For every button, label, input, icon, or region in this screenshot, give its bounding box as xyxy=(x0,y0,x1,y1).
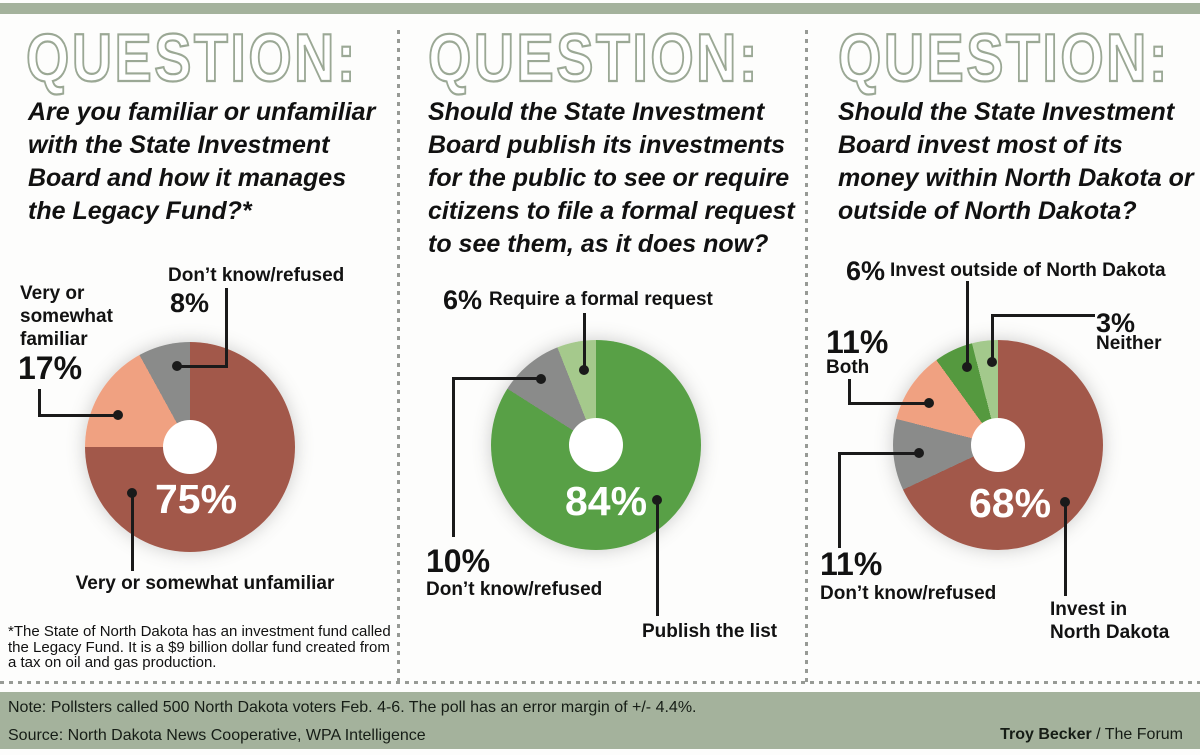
pie3-invest-label: Invest in North Dakota xyxy=(1050,599,1170,643)
pie3-both-callout-line xyxy=(848,379,851,405)
pie2-formal-label: Require a formal request xyxy=(489,289,713,310)
pie3-dk-callout-dot xyxy=(914,448,924,458)
pie3-both-percent: 11% xyxy=(826,324,889,360)
pie3-neither-callout-line xyxy=(991,314,1095,317)
pie-chart-publish xyxy=(491,340,701,550)
pie1-unfamiliar-label: Very or somewhat unfamiliar xyxy=(75,573,335,594)
pie3-invest-callout-line xyxy=(1064,502,1067,596)
footer-divider xyxy=(0,681,1200,684)
pie2-dk-callout-line xyxy=(452,377,455,537)
pie3-outside-percent: 6% xyxy=(846,256,886,286)
pie3-both-callout-dot xyxy=(924,398,934,408)
pie2-dk-percent: 10% xyxy=(426,543,491,579)
pie2-dk-label: Don’t know/refused xyxy=(426,579,603,600)
pie3-neither-callout-line xyxy=(991,314,994,362)
byline-org: / The Forum xyxy=(1091,726,1183,743)
pie1-dk-callout-dot xyxy=(172,361,182,371)
pie2-formal-callout-dot xyxy=(579,365,589,375)
question-text-1: Are you familiar or unfamiliar with the … xyxy=(28,98,376,225)
legacy-fund-footnote: *The State of North Dakota has an invest… xyxy=(8,623,391,671)
pie1-familiar-callout-line xyxy=(38,414,118,417)
pie3-neither-label: Neither xyxy=(1096,333,1162,354)
pie1-familiar-callout-line xyxy=(38,389,41,417)
poll-note: Note: Pollsters called 500 North Dakota … xyxy=(8,699,697,716)
pie-chart-familiarity xyxy=(85,342,295,552)
pie1-dk-callout-line xyxy=(177,365,228,368)
pie1-familiar-callout-dot xyxy=(113,410,123,420)
pie2-formal-callout-line xyxy=(583,313,586,369)
pie3-majority-percent: 68% xyxy=(968,480,1052,526)
byline-author: Troy Becker xyxy=(1000,726,1092,743)
pie1-dk-label: Don’t know/refused xyxy=(168,265,345,286)
pie2-formal-percent: 6% xyxy=(443,285,483,315)
pie3-dk-label: Don’t know/refused xyxy=(820,583,997,604)
question-header-1: QUESTION: xyxy=(25,20,358,96)
pie3-outside-callout-dot xyxy=(962,362,972,372)
pie2-publish-label: Publish the list xyxy=(642,621,778,642)
pie3-dk-callout-line xyxy=(838,452,919,455)
panel-divider-1 xyxy=(397,30,400,682)
pie1-familiar-label: Very or somewhat familiar xyxy=(20,283,113,350)
pie2-publish-callout-line xyxy=(656,500,659,616)
pie2-majority-percent: 84% xyxy=(564,478,648,524)
pie1-dk-callout-line xyxy=(225,288,228,368)
pie3-invest-callout-dot xyxy=(1060,497,1070,507)
pie1-dk-percent: 8% xyxy=(170,288,210,318)
panel-divider-2 xyxy=(805,30,808,682)
pie1-majority-percent: 75% xyxy=(154,476,238,522)
pie3-outside-label: Invest outside of North Dakota xyxy=(890,260,1166,281)
pie2-publish-callout-dot xyxy=(652,495,662,505)
question-text-2: Should the State Investment Board publis… xyxy=(428,98,795,258)
top-accent-bar xyxy=(0,3,1200,14)
footer-bar xyxy=(0,692,1200,749)
pie3-both-label: Both xyxy=(826,357,870,378)
pie1-unfamiliar-callout-line xyxy=(131,493,134,571)
pie3-neither-percent: 3% xyxy=(1096,308,1136,338)
pie1-unfamiliar-callout-dot xyxy=(127,488,137,498)
pie2-dk-callout-line xyxy=(452,377,542,380)
pie-chart-invest xyxy=(893,340,1103,550)
pie3-dk-callout-line xyxy=(838,452,841,548)
question-text-3: Should the State Investment Board invest… xyxy=(838,98,1194,225)
byline: Troy Becker / The Forum xyxy=(1000,726,1183,744)
pie3-outside-callout-line xyxy=(966,281,969,367)
question-header-3: QUESTION: xyxy=(837,20,1170,96)
poll-source: Source: North Dakota News Cooperative, W… xyxy=(8,727,426,744)
question-header-2: QUESTION: xyxy=(427,20,760,96)
pie3-neither-callout-dot xyxy=(987,357,997,367)
pie1-familiar-percent: 17% xyxy=(18,350,83,386)
pie3-dk-percent: 11% xyxy=(820,546,883,582)
pie3-both-callout-line xyxy=(848,402,929,405)
pie2-dk-callout-dot xyxy=(536,374,546,384)
